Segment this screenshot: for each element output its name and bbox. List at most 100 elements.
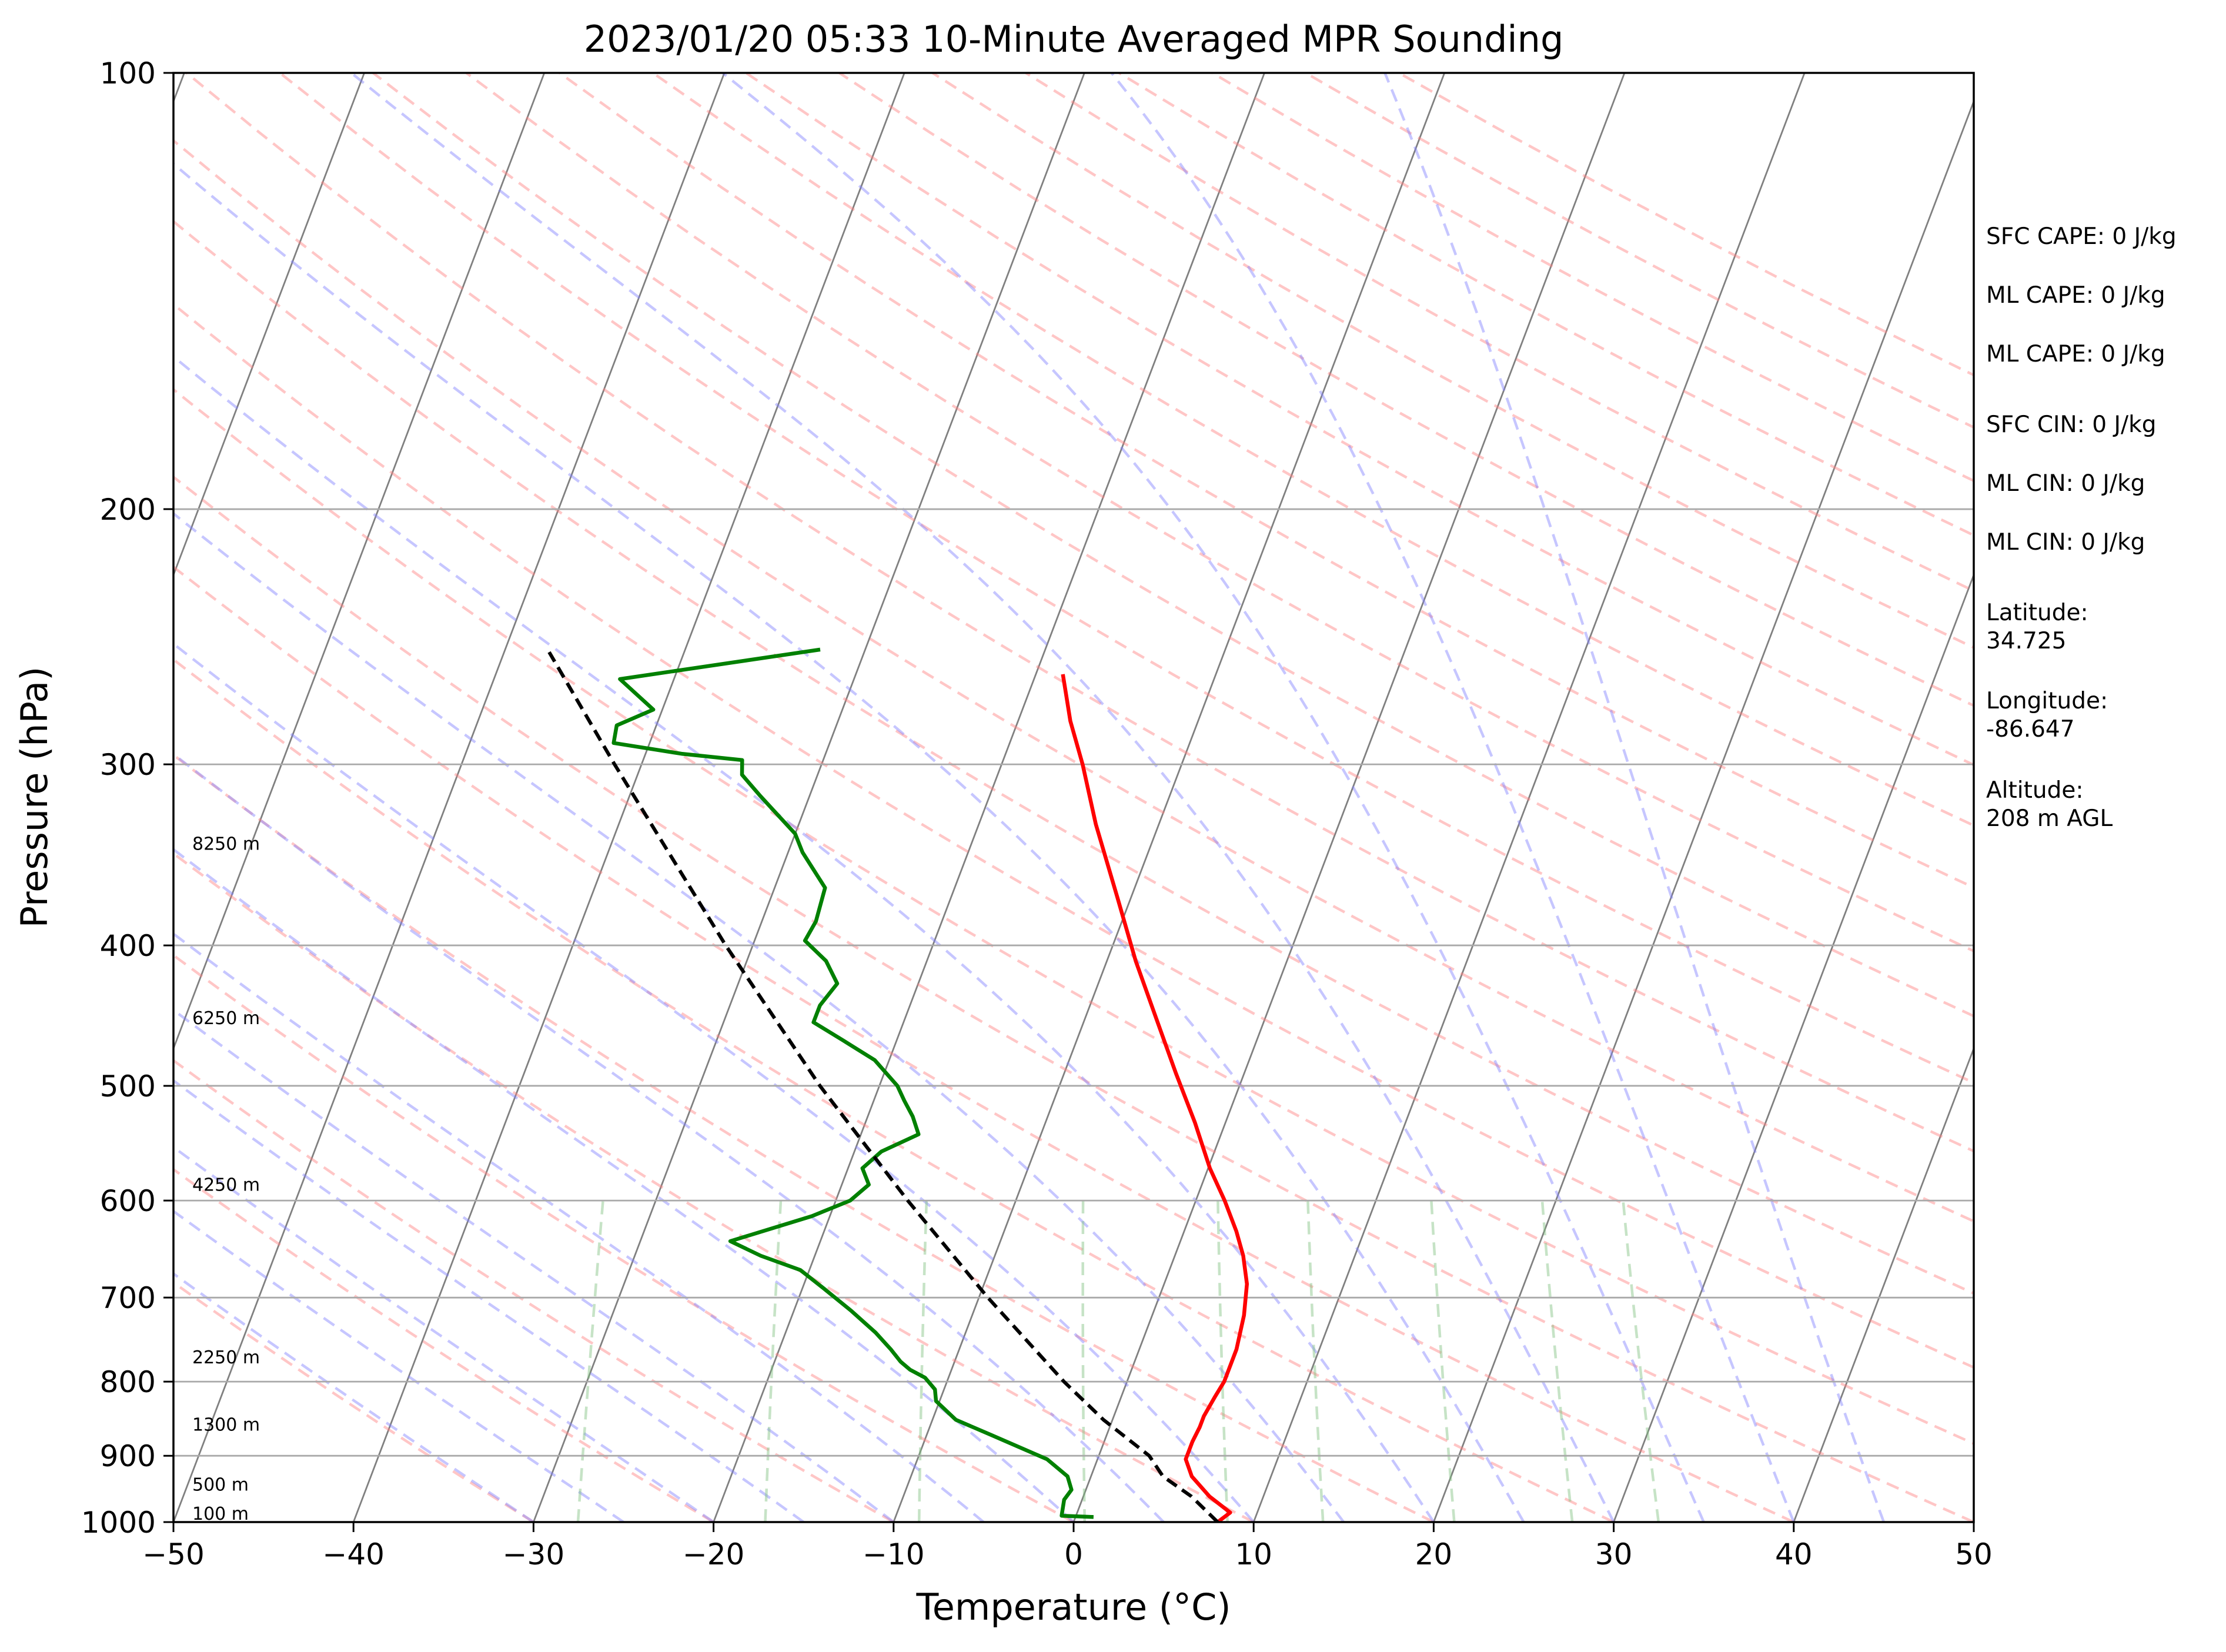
annotation-text: SFC CIN: 0 J/kg [1986, 412, 2156, 438]
background-lines [173, 73, 1974, 1522]
isotherm-line [1072, 73, 1626, 1522]
dry-adiabat-line [173, 387, 1974, 1445]
isotherm-line [173, 73, 726, 1522]
height-label: 100 m [192, 1504, 249, 1524]
x-tick-label: −50 [142, 1537, 205, 1571]
dry-adiabat-line [173, 1280, 534, 1522]
sounding-profiles [547, 647, 1249, 1522]
annotation-text: ML CIN: 0 J/kg [1986, 529, 2145, 556]
annotation-text: ML CIN: 0 J/kg [1986, 470, 2145, 497]
dry-adiabat-line [465, 73, 1974, 953]
isotherm-line [173, 73, 546, 1051]
y-tick-label: 500 [100, 1069, 156, 1103]
moist-adiabat-line [173, 642, 1255, 1522]
x-axis-label: Temperature (°C) [915, 1586, 1231, 1628]
mixing-ratio-line [1430, 1200, 1456, 1522]
moist-adiabat-line [173, 355, 1435, 1522]
isotherm-line [352, 73, 905, 1522]
axis-ticks: −50 −40 −30 −20 −10 0 10 20 30 40 50 1000 900 800 700 6… [81, 56, 1993, 1571]
dry-adiabat-line [173, 565, 1794, 1522]
x-tick-label: −20 [683, 1537, 745, 1571]
mixing-ratio-line [1540, 1200, 1574, 1522]
moist-adiabat-line [173, 752, 1165, 1522]
annotation-text: 208 m AGL [1986, 805, 2113, 832]
annotation-text: Latitude: [1986, 600, 2088, 626]
dry-adiabat-line [173, 851, 1255, 1522]
mixing-ratio-line [1081, 1200, 1087, 1522]
height-label: 1300 m [192, 1414, 260, 1435]
annotation-text: ML CAPE: 0 J/kg [1986, 282, 2165, 309]
isotherm-line [893, 73, 1446, 1522]
y-tick-label: 600 [100, 1184, 156, 1218]
mixing-ratio-line [1306, 1200, 1325, 1522]
x-tick-label: 0 [1064, 1537, 1083, 1571]
isotherm-line [533, 73, 1085, 1522]
dry-adiabat-line [173, 1059, 894, 1522]
x-tick-label: 50 [1955, 1537, 1993, 1571]
isotherm-line [173, 73, 365, 577]
annotation-text: 34.725 [1986, 628, 2066, 654]
y-tick-label: 700 [100, 1281, 156, 1315]
moist-adiabat-line [173, 1079, 805, 1522]
annotation-text: -86.647 [1986, 716, 2075, 743]
isotherm-line [1613, 572, 1974, 1522]
mixing-ratio-line [1622, 1200, 1660, 1522]
y-tick-label: 900 [100, 1439, 156, 1473]
dry-adiabat-line [173, 753, 1435, 1522]
x-tick-label: −40 [322, 1537, 385, 1571]
moist-adiabat-line [173, 162, 1525, 1522]
dry-adiabat-line [185, 73, 1974, 1153]
moist-adiabat-line [1383, 73, 1886, 1522]
x-tick-label: 10 [1235, 1537, 1272, 1571]
y-tick-label: 200 [100, 493, 156, 527]
dry-adiabat-line [372, 73, 1974, 1018]
mixing-ratio-line [764, 1200, 783, 1522]
y-tick-label: 100 [100, 56, 156, 91]
isotherm-line [713, 73, 1265, 1522]
moist-adiabat-line [721, 73, 1705, 1522]
dewpoint-line [611, 647, 1094, 1519]
x-tick-label: −30 [503, 1537, 565, 1571]
annotation-text: Longitude: [1986, 688, 2108, 714]
moist-adiabat-line [350, 73, 1615, 1522]
annotation-text: SFC CAPE: 0 J/kg [1986, 223, 2177, 250]
x-tick-label: −10 [863, 1537, 925, 1571]
y-tick-label: 300 [100, 748, 156, 782]
y-tick-label: 800 [100, 1365, 156, 1399]
x-tick-label: 30 [1595, 1537, 1633, 1571]
dry-adiabat-line [173, 219, 1974, 1295]
sounding-annotations: SFC CAPE: 0 J/kg ML CAPE: 0 J/kg ML CAPE: … [1986, 223, 2177, 832]
chart-title: 2023/01/20 05:33 10-Minute Averaged MPR … [584, 18, 1564, 61]
moist-adiabat-line [173, 1008, 895, 1522]
dry-adiabat-line [173, 475, 1974, 1522]
dry-adiabat-line [173, 1168, 714, 1522]
moist-adiabat-line [173, 932, 985, 1522]
temperature-line [1061, 674, 1249, 1522]
dry-adiabat-line [652, 73, 1974, 827]
height-label: 500 m [192, 1475, 249, 1496]
dry-adiabat-line [173, 658, 1615, 1522]
moist-adiabat-line [1110, 73, 1795, 1522]
height-label: 6250 m [192, 1008, 260, 1029]
isotherm-line [1793, 1046, 1974, 1522]
y-tick-label: 1000 [81, 1506, 156, 1540]
height-label: 4250 m [192, 1175, 260, 1196]
x-tick-label: 40 [1775, 1537, 1813, 1571]
isotherm-line [1252, 73, 1806, 1522]
y-tick-label: 400 [100, 929, 156, 963]
x-tick-label: 20 [1415, 1537, 1453, 1571]
mixing-ratio-line [917, 1200, 928, 1522]
dry-adiabat-line [173, 139, 1974, 1223]
height-label: 2250 m [192, 1347, 260, 1368]
parcel-path-line [547, 651, 1219, 1522]
annotation-text: ML CAPE: 0 J/kg [1986, 341, 2165, 367]
isotherm-line [1433, 99, 1974, 1522]
annotation-text: Altitude: [1986, 777, 2084, 804]
height-label: 8250 m [192, 834, 260, 855]
height-labels: 100 m 500 m 1300 m 2250 m 4250 m 6250 m 8250 m [192, 834, 260, 1524]
mixing-ratio-line [576, 1200, 604, 1522]
dry-adiabat-line [173, 302, 1974, 1369]
dry-adiabat-line [173, 954, 1075, 1522]
mixing-ratio-line [1216, 1200, 1229, 1522]
